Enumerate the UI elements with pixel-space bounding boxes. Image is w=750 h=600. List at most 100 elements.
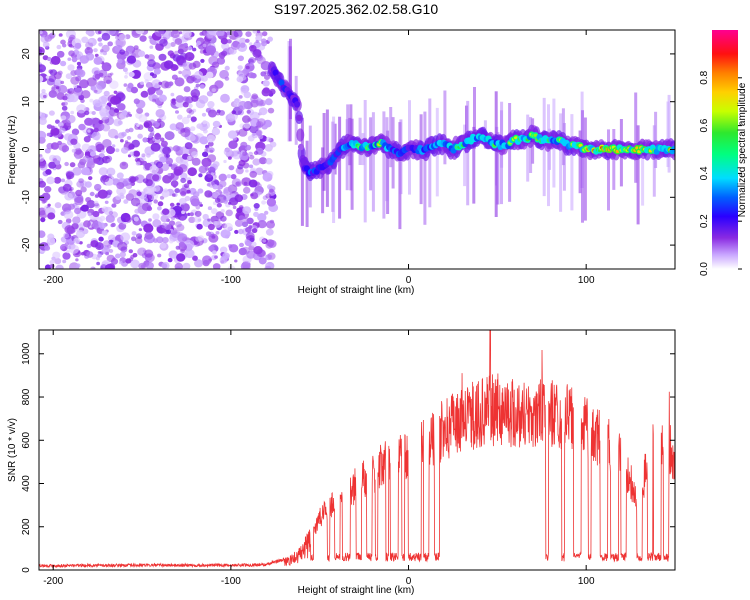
- noise-speck: [97, 253, 102, 258]
- noise-speck: [119, 49, 126, 55]
- noise-speck: [41, 88, 46, 93]
- ridge-core: [300, 157, 306, 165]
- noise-speck: [95, 141, 103, 149]
- noise-speck: [159, 137, 165, 142]
- noise-speck: [247, 135, 255, 142]
- noise-speck: [84, 117, 94, 126]
- noise-speck: [222, 252, 230, 260]
- noise-speck: [180, 191, 187, 197]
- noise-speck: [195, 205, 201, 210]
- noise-speck: [178, 130, 183, 135]
- noise-speck: [71, 148, 77, 153]
- noise-speck: [257, 97, 262, 101]
- noise-speck: [230, 41, 241, 50]
- noise-speck: [262, 172, 273, 182]
- noise-speck: [63, 133, 73, 141]
- noise-speck: [76, 104, 87, 114]
- noise-speck: [152, 137, 156, 141]
- noise-speck: [106, 254, 116, 263]
- noise-speck: [143, 223, 154, 233]
- noise-speck: [261, 200, 267, 205]
- noise-speck: [172, 145, 180, 152]
- noise-speck: [252, 49, 262, 58]
- noise-speck: [66, 226, 76, 235]
- noise-speck: [206, 134, 216, 143]
- noise-speck: [69, 93, 79, 103]
- ridge-core: [303, 165, 310, 172]
- ridge-core: [298, 143, 304, 151]
- noise-speck: [156, 89, 163, 96]
- spectral-streak: [634, 92, 638, 183]
- spectral-streak: [607, 129, 610, 211]
- noise-speck: [135, 30, 145, 35]
- noise-speck: [67, 64, 75, 71]
- noise-speck: [184, 142, 193, 150]
- noise-speck: [261, 88, 271, 97]
- colorbar-tick-label: 0.2: [699, 214, 710, 228]
- ridge-core: [671, 145, 675, 152]
- noise-speck: [183, 183, 190, 189]
- noise-speck: [160, 242, 167, 249]
- noise-speck: [79, 241, 83, 245]
- spectral-streak: [363, 100, 367, 223]
- spectral-streak: [332, 116, 336, 223]
- noise-speck: [121, 162, 126, 166]
- noise-speck: [197, 188, 204, 194]
- y-tick-label: -20: [21, 237, 32, 252]
- noise-speck: [61, 105, 68, 111]
- noise-speck: [97, 37, 103, 42]
- noise-speck: [96, 261, 100, 266]
- noise-speck: [262, 239, 266, 243]
- noise-speck: [93, 158, 100, 164]
- noise-speck: [60, 115, 67, 121]
- noise-speck: [218, 180, 227, 188]
- noise-speck: [267, 252, 276, 260]
- noise-speck: [79, 222, 85, 228]
- spectral-streak: [581, 110, 584, 223]
- noise-speck: [228, 201, 232, 205]
- spectral-streak: [500, 101, 504, 168]
- noise-speck: [107, 41, 113, 47]
- x-tick-label: 100: [578, 576, 595, 587]
- noise-speck: [88, 39, 93, 43]
- noise-speck: [252, 181, 257, 185]
- noise-speck: [142, 137, 148, 143]
- noise-speck: [93, 127, 99, 133]
- noise-speck: [131, 231, 137, 236]
- noise-speck: [207, 223, 215, 231]
- noise-speck: [186, 155, 192, 161]
- ridge-halo: [296, 128, 305, 142]
- colorbar-tick-label: 0.4: [699, 166, 710, 180]
- noise-speck: [266, 198, 277, 207]
- spectrogram-y-axis: -20 -10 0 10 20: [21, 48, 675, 252]
- x-tick-label: 0: [406, 576, 412, 587]
- noise-speck: [140, 81, 144, 85]
- noise-speck: [219, 69, 230, 79]
- noise-speck: [162, 208, 170, 215]
- noise-speck: [135, 161, 141, 166]
- noise-speck: [158, 53, 167, 61]
- noise-speck: [196, 40, 202, 46]
- noise-speck: [181, 116, 190, 125]
- snr-series-line: [39, 330, 675, 569]
- noise-speck: [128, 82, 133, 87]
- noise-speck: [60, 60, 67, 67]
- noise-speck: [41, 192, 51, 201]
- noise-speck: [184, 249, 195, 259]
- noise-speck: [157, 163, 162, 167]
- noise-speck: [253, 211, 259, 217]
- spectral-streak: [583, 117, 587, 221]
- spectral-streak: [570, 114, 574, 211]
- y-tick-label: 800: [21, 388, 32, 405]
- noise-speck: [117, 132, 125, 139]
- noise-speck: [227, 265, 236, 269]
- noise-speck: [92, 117, 100, 125]
- noise-speck: [103, 90, 110, 97]
- noise-speck: [136, 124, 140, 127]
- noise-speck: [91, 111, 96, 115]
- spectral-streak: [463, 124, 467, 187]
- noise-speck: [139, 155, 146, 162]
- noise-speck: [119, 251, 127, 258]
- noise-speck: [80, 204, 89, 212]
- noise-speck: [148, 35, 153, 39]
